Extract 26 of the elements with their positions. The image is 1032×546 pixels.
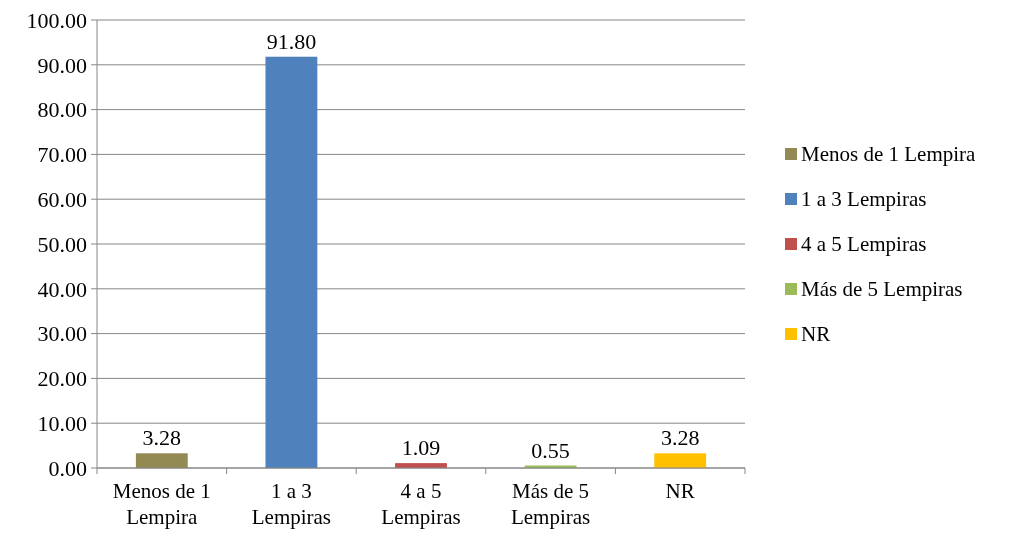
x-tick-label: 1 a 3 Lempiras xyxy=(251,479,332,529)
y-tick-label: 0.00 xyxy=(48,455,87,481)
y-tick-label: 50.00 xyxy=(37,231,87,257)
y-tick-label: 100.00 xyxy=(26,7,87,33)
y-tick-label: 70.00 xyxy=(37,142,87,168)
legend-label: Más de 5 Lempiras xyxy=(801,277,963,301)
y-tick-label: 10.00 xyxy=(37,410,87,436)
x-tick-label: NR xyxy=(665,479,695,503)
data-label: 3.28 xyxy=(660,425,700,451)
y-tick-label: 30.00 xyxy=(37,321,87,347)
data-label: 0.55 xyxy=(531,437,570,463)
y-tick-label: 20.00 xyxy=(37,366,87,392)
y-tick-label: 40.00 xyxy=(37,276,87,302)
data-label: 91.80 xyxy=(266,28,317,54)
data-label: 3.28 xyxy=(142,425,182,451)
y-tick-label: 90.00 xyxy=(37,52,87,78)
x-tick-label: Menos de 1 Lempira xyxy=(112,479,211,529)
x-tick-label: 4 a 5 Lempiras xyxy=(381,479,461,529)
legend-label: NR xyxy=(801,322,831,346)
legend-label: Menos de 1 Lempira xyxy=(801,142,977,166)
legend-label: 1 a 3 Lempiras xyxy=(801,187,927,211)
y-tick-label: 60.00 xyxy=(37,186,87,212)
data-label: 1.09 xyxy=(401,435,441,461)
x-tick-label: Más de 5 Lempiras xyxy=(510,479,591,529)
y-tick-label: 80.00 xyxy=(37,97,87,123)
legend-label: 4 a 5 Lempiras xyxy=(801,232,927,256)
